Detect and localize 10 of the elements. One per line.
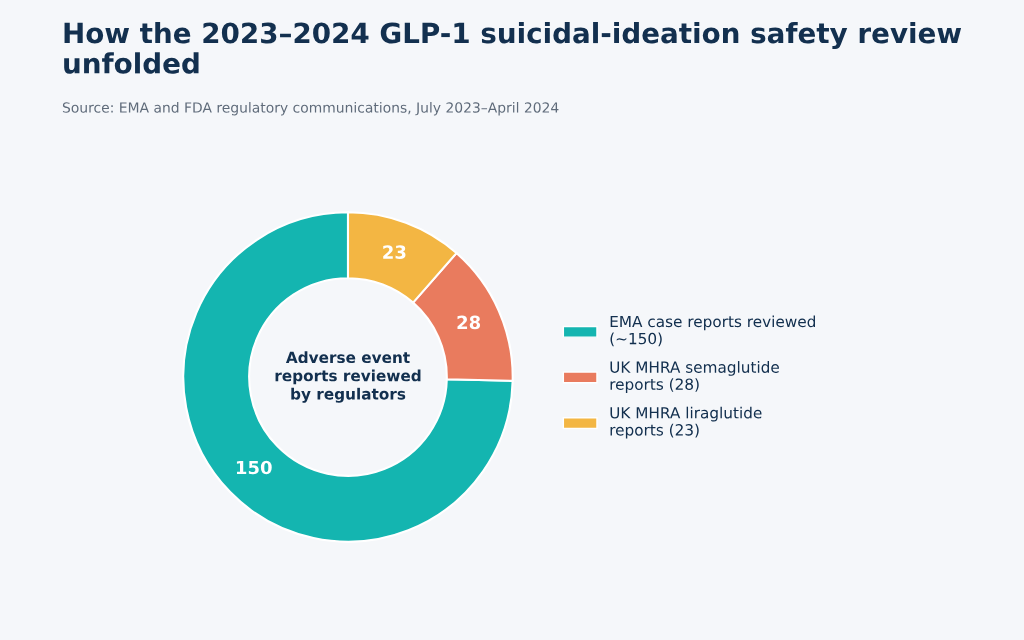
data-label: 28 xyxy=(457,315,481,330)
legend-label: UK MHRA semaglutide reports (28) xyxy=(610,361,779,393)
text: Adverse event reports reviewed by regulators xyxy=(275,351,421,403)
donut-slice xyxy=(182,211,514,543)
data-label: 23 xyxy=(383,245,406,259)
chart-title: How the 2023–2024 GLP-1 suicidal-ideation safety review unfolded xyxy=(64,22,962,74)
legend-label: UK MHRA liraglutide reports (23) xyxy=(610,406,762,439)
chart-subtitle: Source: EMA and FDA regulatory communications, July 2023–April 2024 xyxy=(62,102,559,116)
data-label: 150 xyxy=(236,460,272,475)
legend-label: EMA case reports reviewed (~150) xyxy=(610,315,815,347)
